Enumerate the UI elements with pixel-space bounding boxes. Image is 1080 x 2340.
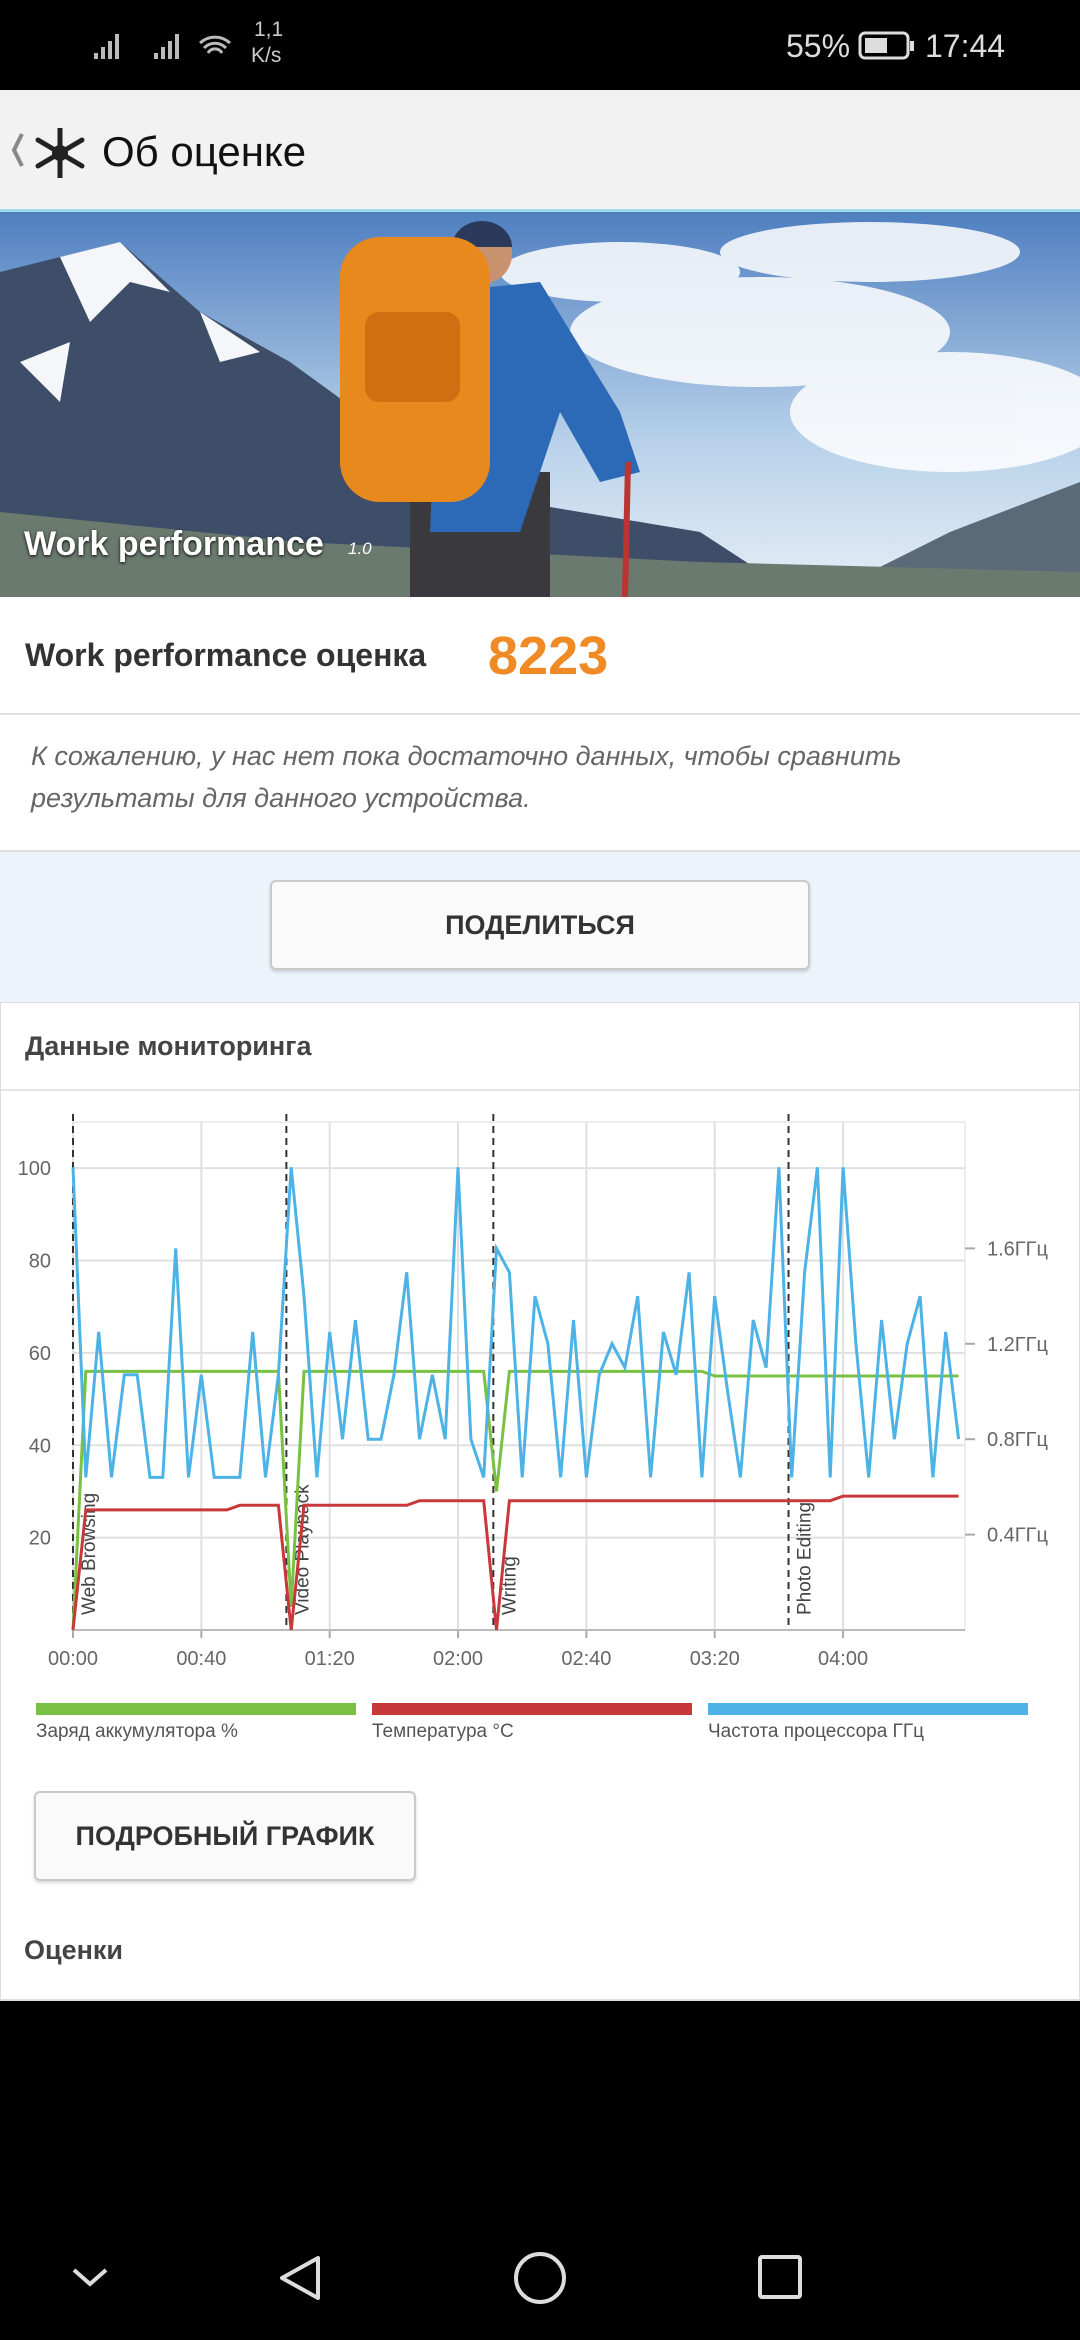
y-tick-label: 40: [29, 1435, 51, 1457]
y-tick-label: 20: [29, 1528, 51, 1550]
x-tick-label: 04:00: [818, 1648, 868, 1670]
x-tick-label: 02:40: [561, 1648, 611, 1670]
net-speed: 1,1: [254, 18, 284, 41]
score-value: 8223: [488, 626, 609, 686]
note-card: К сожалению, у нас нет пока достаточно д…: [0, 715, 1080, 852]
legend-swatch: [36, 1703, 356, 1715]
score-label: Work performance оценка: [25, 637, 427, 673]
nav-home[interactable]: [514, 2252, 566, 2304]
score-card: Work performance оценка 8223: [0, 597, 1080, 715]
legend-swatch: [708, 1703, 1028, 1715]
series-line: [71, 1494, 959, 1631]
y-tick-label: 80: [29, 1251, 51, 1273]
note-line: К сожалению, у нас нет пока достаточно д…: [31, 741, 902, 771]
y-tick-label: 100: [18, 1158, 51, 1180]
legend-swatch: [372, 1703, 692, 1715]
app-bar: Об оценке: [0, 90, 1080, 212]
scores-heading: Оценки: [24, 1935, 124, 1965]
hero-version: 1.0: [348, 539, 372, 558]
nav-recents[interactable]: [758, 2255, 802, 2299]
nav-back[interactable]: [280, 2256, 320, 2300]
x-tick-label: 01:20: [305, 1648, 355, 1670]
status-icons: [94, 34, 232, 59]
monitoring-title: Данные мониторинга: [25, 1031, 312, 1061]
navigation-bar: [72, 2252, 802, 2304]
divider: [1, 1089, 1079, 1091]
legend-label: Частота процессора ГГц: [708, 1721, 924, 1742]
battery-percent: 55%: [786, 28, 851, 64]
detail-button[interactable]: ПОДРОБНЫЙ ГРАФИК: [34, 1791, 416, 1881]
clock: 17:44: [925, 28, 1006, 64]
y-tick-label: 60: [29, 1343, 51, 1365]
y2-tick-label: 0.4ГГц: [987, 1525, 1048, 1547]
share-button[interactable]: ПОДЕЛИТЬСЯ: [270, 880, 810, 970]
page-title: Об оценке: [102, 128, 307, 175]
y2-tick-label: 1.2ГГц: [987, 1334, 1048, 1356]
segment-label: Writing: [499, 1556, 520, 1615]
legend-label: Температура °С: [372, 1721, 514, 1742]
hero-title: Work performance: [24, 525, 324, 563]
chart: 20 40 60 80 100 0.4ГГц 0.8ГГц 1.2ГГц 1.6ГГц 00:00…: [18, 1114, 1048, 1742]
battery-icon: [858, 31, 914, 60]
segment-label: Photo Editing: [795, 1502, 816, 1615]
x-tick-label: 03:20: [690, 1648, 740, 1670]
legend-label: Заряд аккумулятора %: [36, 1721, 238, 1742]
segment-label: Video Playback: [292, 1484, 313, 1615]
hero-image: [0, 212, 1080, 597]
back-button[interactable]: [8, 128, 98, 178]
y2-tick-label: 0.8ГГц: [987, 1429, 1048, 1451]
x-tick-label: 00:00: [48, 1648, 98, 1670]
series-line: [71, 1167, 961, 1479]
y2-tick-label: 1.6ГГц: [987, 1238, 1048, 1260]
x-tick-label: 00:40: [176, 1648, 226, 1670]
status-bar: 1,1 K/s 55% 17:44: [0, 0, 1080, 90]
nav-hide[interactable]: [72, 2268, 108, 2287]
net-unit: K/s: [251, 44, 282, 67]
x-tick-label: 02:00: [433, 1648, 483, 1670]
note-line: результаты для данного устройства.: [31, 783, 531, 813]
